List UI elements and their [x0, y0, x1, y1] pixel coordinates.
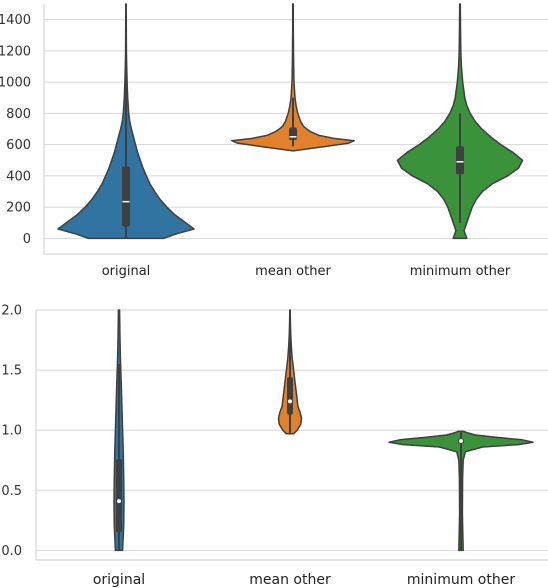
y-tick-label: 0.5 [1, 484, 22, 499]
violin-median [117, 499, 121, 504]
violin-iqr-box [289, 127, 297, 140]
violin-iqr-box [287, 377, 293, 415]
x-category-label: original [102, 264, 151, 279]
y-tick-label: 1400 [0, 13, 31, 28]
violin-iqr-box [116, 459, 122, 533]
y-tick-label: 600 [6, 138, 31, 153]
y-tick-label: 1.5 [1, 364, 22, 379]
y-tick-label: 1200 [0, 44, 31, 59]
violin-iqr-box [122, 166, 130, 227]
x-category-label: minimum other [407, 572, 515, 588]
y-tick-label: 1.0 [1, 424, 22, 439]
violin-iqr-box [456, 146, 464, 175]
violin-median [459, 439, 463, 444]
x-category-label: mean other [255, 264, 331, 279]
x-category-label: mean other [249, 572, 331, 588]
x-category-label: original [93, 572, 145, 588]
panel-bottom: 0.0 0.5 1.0 1.5 2.0 original mean other minimum… [1, 304, 548, 588]
x-category-label: minimum other [410, 264, 511, 279]
panel-top: 0 200 400 600 800 1000 1200 1400 original mean ot… [0, 3, 548, 279]
y-tick-label: 200 [6, 201, 31, 216]
violin-median [288, 399, 292, 404]
y-tick-label: 0.0 [1, 544, 22, 559]
y-tick-label: 400 [6, 169, 31, 184]
violin-1 [231, 3, 355, 152]
y-tick-label: 2.0 [1, 304, 22, 319]
y-tick-label: 1000 [0, 76, 31, 91]
y-tick-label: 0 [23, 232, 31, 247]
y-tick-label: 800 [6, 107, 31, 122]
